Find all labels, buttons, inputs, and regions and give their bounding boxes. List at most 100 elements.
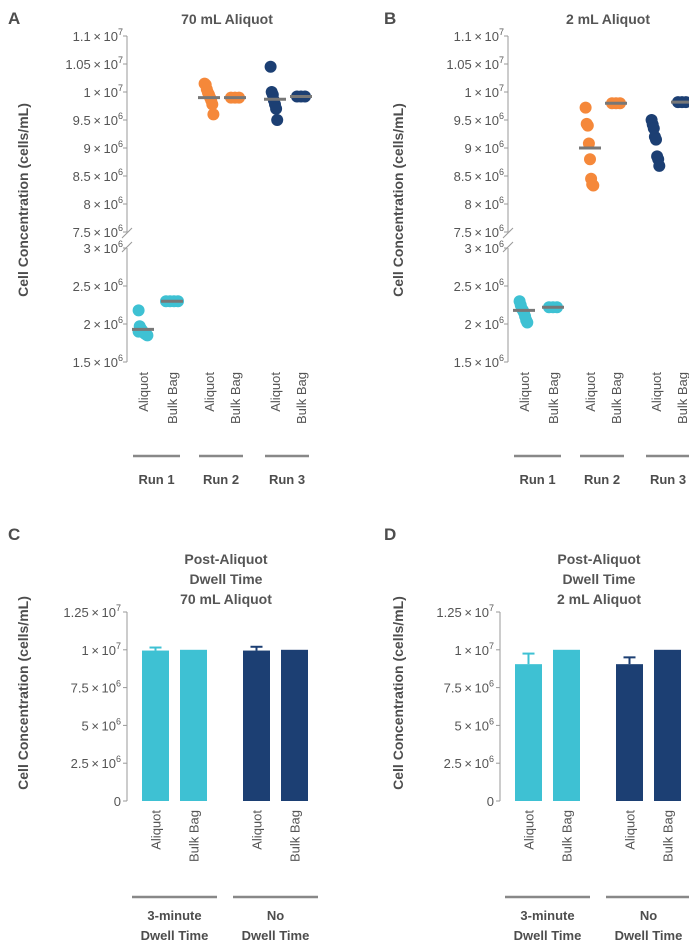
- x-category-label: Bulk Bag: [560, 810, 575, 862]
- axis-break-mark: [121, 227, 133, 239]
- data-point: [206, 98, 219, 111]
- x-category-label: Aliquot: [583, 372, 598, 412]
- x-category-label: Aliquot: [149, 810, 164, 850]
- panel-letter: A: [8, 9, 20, 28]
- group-label: Run 3: [650, 472, 686, 487]
- x-category-label: Aliquot: [522, 810, 537, 850]
- y-axis-label: Cell Concentration (cells/mL): [15, 103, 31, 297]
- y-tick-label: 2.5 × 106: [73, 277, 123, 294]
- y-tick-label: 2.5 × 106: [71, 754, 121, 771]
- y-axis-label: Cell Concentration (cells/mL): [390, 596, 406, 790]
- x-category-label: Bulk Bag: [294, 372, 309, 424]
- group-label: Run 2: [584, 472, 620, 487]
- series-run-2-bulk-bag: [224, 91, 246, 104]
- panel-title-line: Dwell Time: [563, 571, 636, 587]
- panel-title-line: 70 mL Aliquot: [180, 591, 272, 607]
- panel-letter: B: [384, 9, 396, 28]
- y-axis-label: Cell Concentration (cells/mL): [390, 103, 406, 297]
- group-label: No: [640, 908, 657, 923]
- y-tick-label: 0: [114, 794, 121, 809]
- data-point: [581, 119, 594, 132]
- series-run-2-bulk-bag: [605, 97, 627, 110]
- x-category-label: Bulk Bag: [187, 810, 202, 862]
- y-tick-label: 1.5 × 106: [454, 353, 504, 370]
- y-tick-label: 1.25 × 107: [436, 603, 494, 620]
- group-label: Run 3: [269, 472, 305, 487]
- panel-title-line: 2 mL Aliquot: [557, 591, 641, 607]
- group-label: Dwell Time: [514, 928, 582, 943]
- group-label: Dwell Time: [615, 928, 683, 943]
- x-category-label: Aliquot: [517, 372, 532, 412]
- y-tick-label: 7.5 × 106: [73, 223, 123, 240]
- y-tick-label: 5 × 106: [81, 716, 121, 733]
- x-category-label: Bulk Bag: [228, 372, 243, 424]
- x-category-label: Bulk Bag: [609, 372, 624, 424]
- group-label: No: [267, 908, 284, 923]
- bar: [553, 649, 580, 801]
- data-point: [650, 133, 662, 146]
- y-tick-label: 2.5 × 106: [444, 754, 494, 771]
- x-category-label: Aliquot: [136, 372, 151, 412]
- group-label: Run 1: [138, 472, 174, 487]
- data-point: [132, 304, 145, 317]
- x-category-label: Bulk Bag: [165, 372, 180, 424]
- bar: [281, 649, 308, 801]
- data-point: [653, 159, 666, 172]
- axis-break-mark: [502, 227, 514, 239]
- y-tick-label: 1.05 × 107: [446, 55, 504, 72]
- series-run-3-bulk-bag: [290, 90, 312, 103]
- group-label: 3-minute: [147, 908, 201, 923]
- y-tick-label: 7.5 × 106: [454, 223, 504, 240]
- data-point: [264, 60, 277, 73]
- y-tick-label: 9.5 × 106: [454, 111, 504, 128]
- data-point: [132, 325, 145, 338]
- x-category-label: Bulk Bag: [675, 372, 689, 424]
- data-point: [271, 114, 284, 126]
- series-run-3-aliquot: [645, 114, 666, 172]
- y-tick-label: 8.5 × 106: [454, 167, 504, 184]
- y-tick-label: 7.5 × 106: [71, 679, 121, 696]
- group-label: Dwell Time: [242, 928, 310, 943]
- x-category-label: Bulk Bag: [288, 810, 303, 862]
- series-run-2-aliquot: [579, 101, 601, 192]
- group-label: Run 2: [203, 472, 239, 487]
- data-point: [207, 108, 220, 121]
- y-tick-label: 1 × 107: [81, 641, 121, 658]
- panel-letter: D: [384, 525, 396, 544]
- y-tick-label: 1.5 × 106: [73, 353, 123, 370]
- bar: [616, 664, 643, 801]
- bar: [654, 649, 681, 801]
- y-tick-label: 8 × 106: [464, 195, 504, 212]
- scatter-panel-B: B 2 mL Aliquot Cell Concentration (cells/m…: [384, 9, 689, 487]
- y-tick-label: 1 × 107: [83, 83, 123, 100]
- x-category-label: Aliquot: [202, 372, 217, 412]
- data-point: [521, 316, 534, 329]
- y-tick-label: 2.5 × 106: [454, 277, 504, 294]
- y-tick-label: 7.5 × 106: [444, 679, 494, 696]
- scatter-panel-A: A 70 mL Aliquot Cell Concentration (cells/…: [8, 9, 312, 487]
- panel-letter: C: [8, 525, 20, 544]
- group-label: 3-minute: [520, 908, 574, 923]
- y-tick-label: 3 × 106: [464, 239, 504, 256]
- bar-panel-D: D Post-Aliquot Dwell Time 2 mL Aliquot Cell …: [384, 525, 689, 943]
- data-point: [579, 101, 592, 114]
- x-category-label: Aliquot: [268, 372, 283, 412]
- data-point: [587, 179, 600, 192]
- bar: [142, 650, 169, 801]
- y-tick-label: 9 × 106: [464, 139, 504, 156]
- y-tick-label: 2 × 106: [464, 315, 504, 332]
- x-category-label: Aliquot: [250, 810, 265, 850]
- group-label: Run 1: [519, 472, 555, 487]
- axis-break-mark: [121, 241, 133, 253]
- panel-title-line: Dwell Time: [190, 571, 263, 587]
- y-tick-label: 0: [487, 794, 494, 809]
- y-tick-label: 2 × 106: [83, 315, 123, 332]
- series-run-3-aliquot: [264, 60, 286, 126]
- x-category-label: Bulk Bag: [546, 372, 561, 424]
- series-run-2-aliquot: [198, 77, 220, 121]
- bar: [515, 664, 542, 801]
- group-label: Dwell Time: [141, 928, 209, 943]
- y-tick-label: 8.5 × 106: [73, 167, 123, 184]
- series-run-1-aliquot: [513, 295, 535, 329]
